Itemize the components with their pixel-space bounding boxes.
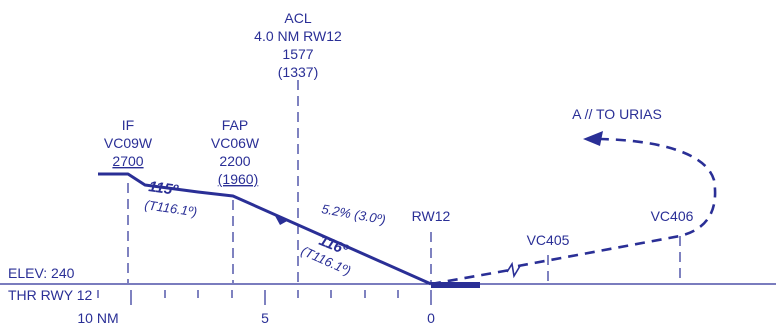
acl-distance: 4.0 NM RW12 — [254, 28, 342, 44]
runway-bar — [431, 282, 480, 288]
missed-approach-arrow-icon — [583, 131, 603, 146]
seg2-gradient: 5.2% (3.0º) — [320, 201, 386, 227]
vc405-label: VC405 — [527, 232, 570, 248]
acl-altitude: 1577 — [282, 46, 313, 62]
if-altitude: 2700 — [112, 153, 143, 169]
fap-role: FAP — [222, 117, 248, 133]
descent-arrow-icon — [274, 214, 289, 225]
scale-label-5: 5 — [261, 310, 269, 326]
break-symbol-icon — [506, 261, 521, 279]
missed-approach-path — [430, 137, 717, 286]
fap-altitude: 2200 — [219, 153, 250, 169]
elevation-label: ELEV: 240 — [8, 265, 75, 281]
fap-height: (1960) — [218, 171, 258, 187]
scale-label-0: 0 — [427, 310, 435, 326]
threshold-label: THR RWY 12 — [8, 287, 92, 303]
if-role: IF — [122, 117, 134, 133]
scale-label-10nm: 10 NM — [77, 310, 118, 326]
acl-height: (1337) — [278, 64, 318, 80]
missed-approach-label: A // TO URIAS — [572, 106, 662, 122]
vc406-label: VC406 — [651, 208, 694, 224]
acl-name: ACL — [284, 10, 311, 26]
seg1-course: 115º — [147, 178, 180, 199]
distance-scale — [97, 290, 432, 305]
rw12-label: RW12 — [412, 208, 451, 224]
fap-fix-name: VC06W — [211, 135, 260, 151]
seg1-true-course: (T116.1º) — [144, 197, 198, 219]
if-fix-name: VC09W — [104, 135, 153, 151]
fix-marker-lines — [127, 80, 681, 283]
approach-path — [98, 172, 432, 286]
